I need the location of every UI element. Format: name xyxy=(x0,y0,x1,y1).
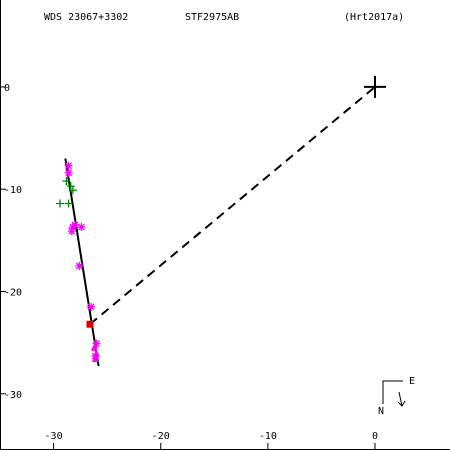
star-marker xyxy=(75,261,84,270)
star-marker xyxy=(64,168,73,177)
compass-axes xyxy=(382,380,403,404)
motion-arrow-icon xyxy=(397,391,406,407)
y-tick-label: -20 xyxy=(4,287,22,298)
y-tick-label: -10 xyxy=(4,185,22,196)
plus-marker xyxy=(68,186,77,195)
compass-north-label: N xyxy=(378,406,384,417)
star-marker xyxy=(92,339,101,348)
y-tick-label: -30 xyxy=(4,390,22,401)
header-right: (Hrt2017a) xyxy=(344,12,404,23)
star-marker xyxy=(64,161,73,170)
axis-ticks: -30 -20 -10 0 0 -10 -20 -30 xyxy=(0,83,378,449)
separation-dashed-line xyxy=(89,86,376,325)
x-tick-label: -30 xyxy=(45,431,63,442)
star-marker xyxy=(71,221,79,229)
plus-marker xyxy=(56,199,64,208)
x-tick-label: -20 xyxy=(152,431,170,442)
orbit-fit-line xyxy=(64,158,100,367)
primary-star-marker xyxy=(364,75,386,98)
star-marker xyxy=(87,302,96,311)
x-tick-label: -10 xyxy=(259,431,277,442)
x-tick-label: 0 xyxy=(372,431,378,442)
star-marker xyxy=(77,223,86,232)
triangle-marker xyxy=(92,349,100,357)
plus-marker xyxy=(66,182,75,191)
header-left: WDS 23067+3302 xyxy=(44,12,128,23)
plus-marker xyxy=(64,199,73,208)
header-center: STF2975AB xyxy=(185,12,239,23)
y-tick-label: 0 xyxy=(4,83,10,94)
star-marker xyxy=(67,227,76,236)
triangle-marker xyxy=(90,343,98,351)
compass-indicator: E N xyxy=(378,376,415,417)
plus-marker xyxy=(62,177,71,186)
compass-east-label: E xyxy=(409,376,415,387)
triangle-marker xyxy=(91,354,99,362)
chart-lines xyxy=(64,75,386,367)
square-marker xyxy=(86,320,94,328)
chart-marks xyxy=(56,161,101,362)
